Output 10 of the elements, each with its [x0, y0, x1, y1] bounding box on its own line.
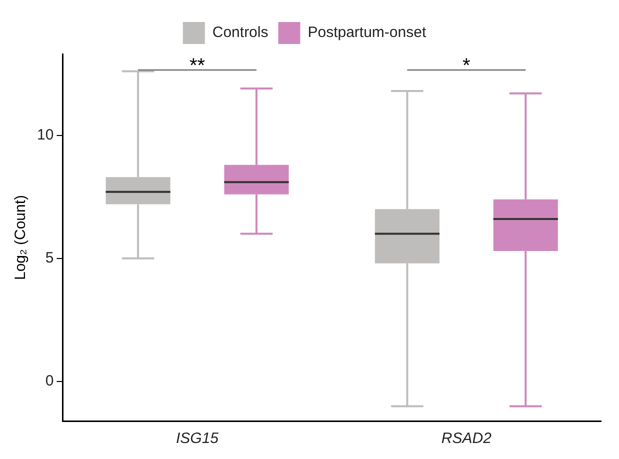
x-tick-label: RSAD2 — [441, 430, 492, 448]
annotation: * — [462, 55, 471, 77]
y-axis-title: Log₂ (Count) — [12, 194, 30, 280]
y-tick-label: 10 — [36, 126, 54, 144]
legend-label: Controls — [212, 24, 268, 42]
y-tick-label: 5 — [45, 250, 54, 267]
x-tick-label: ISG15 — [176, 430, 220, 448]
y-tick-label: 0 — [45, 372, 54, 390]
legend-label: Postpartum-onset — [308, 24, 427, 42]
annotation: ** — [189, 55, 206, 77]
